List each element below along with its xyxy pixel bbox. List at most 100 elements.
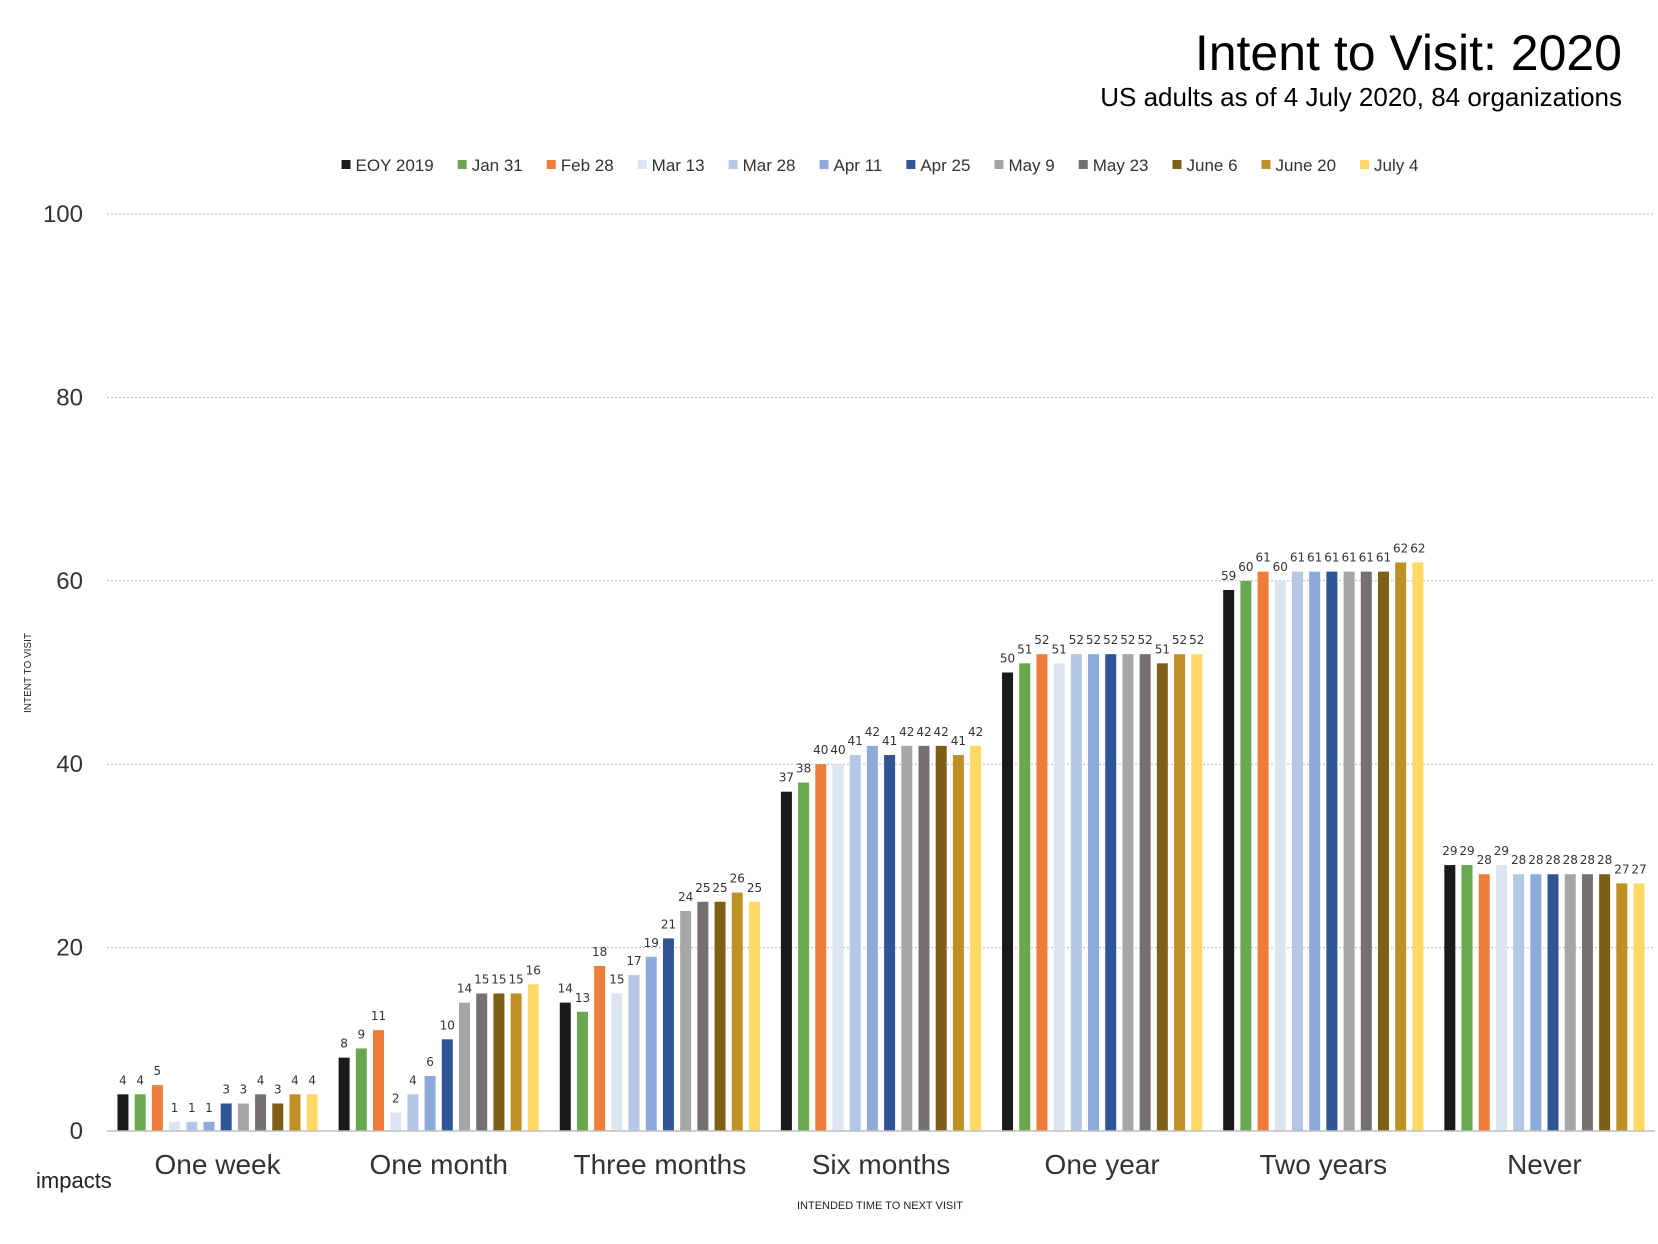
bar-value-label: 4 (308, 1073, 316, 1087)
bar (918, 745, 930, 1131)
bar (186, 1121, 198, 1131)
bar-value-label: 51 (1052, 642, 1067, 656)
bar (306, 1094, 318, 1131)
bar (849, 755, 861, 1131)
bar-value-label: 16 (526, 963, 541, 977)
bar (1309, 571, 1321, 1131)
bar-value-label: 4 (409, 1073, 417, 1087)
x-category-label: One week (155, 1149, 282, 1180)
legend-label: June 20 (1276, 156, 1337, 175)
bar (594, 965, 606, 1131)
legend: EOY 2019 Jan 31 Feb 28 Mar 13 Mar 28 Apr 11 Ap… (341, 156, 1418, 175)
x-axis-title: INTENDED TIME TO NEXT VISIT (797, 1200, 963, 1212)
bar-value-label: 59 (1221, 569, 1236, 583)
legend-label: Jan 31 (472, 156, 523, 175)
bar-value-label: 28 (1597, 853, 1612, 867)
bar-value-label: 27 (1631, 862, 1646, 876)
bar (1530, 874, 1542, 1131)
bar (169, 1121, 181, 1131)
bar-value-label: 14 (558, 982, 573, 996)
legend-label: May 23 (1093, 156, 1149, 175)
bar (832, 764, 844, 1131)
bar-value-label: 13 (575, 991, 590, 1005)
bar (697, 901, 709, 1131)
legend-item: May 9 (994, 156, 1055, 175)
bar (117, 1094, 129, 1131)
bar-value-label: 60 (1238, 560, 1253, 574)
bar-value-label: 37 (779, 771, 794, 785)
bar-value-label: 3 (240, 1082, 248, 1096)
bar-value-label: 50 (1000, 652, 1015, 666)
bar-value-label: 41 (848, 734, 863, 748)
bar-value-label: 15 (508, 972, 523, 986)
bar-value-label: 52 (1138, 633, 1153, 647)
bar (780, 791, 792, 1131)
y-tick-label: 0 (70, 1118, 83, 1145)
legend-swatch (1172, 160, 1182, 169)
bar (1633, 883, 1645, 1131)
bar-value-label: 52 (1069, 633, 1084, 647)
bar (884, 755, 896, 1131)
legend-item: June 20 (1261, 156, 1337, 175)
chart-title: Intent to Visit: 2020 (1195, 25, 1622, 81)
bar-value-label: 42 (899, 725, 914, 739)
bar (1019, 663, 1031, 1131)
bar-value-label: 4 (119, 1073, 127, 1087)
bar-value-label: 3 (274, 1082, 282, 1096)
bar (220, 1103, 232, 1131)
legend-swatch (1078, 160, 1088, 169)
bar-value-label: 61 (1255, 551, 1270, 565)
legend-item: Jan 31 (457, 156, 523, 175)
bar (493, 993, 505, 1131)
bar-value-label: 1 (171, 1101, 179, 1115)
bar (680, 910, 692, 1131)
legend-swatch (637, 160, 647, 169)
legend-item: Mar 13 (637, 156, 705, 175)
bar (970, 745, 982, 1131)
legend-label: June 6 (1186, 156, 1237, 175)
bar-value-label: 25 (712, 881, 727, 895)
bar (714, 901, 726, 1131)
x-axis-categories: One week One month Three months Six months O… (155, 1149, 1582, 1180)
legend-label: Mar 13 (652, 156, 705, 175)
bar (1343, 571, 1355, 1131)
bar-value-label: 40 (830, 743, 845, 757)
legend-item: Feb 28 (546, 156, 614, 175)
bar (1223, 589, 1235, 1131)
bar (373, 1030, 385, 1131)
bar (798, 782, 810, 1131)
bar-value-label: 28 (1511, 853, 1526, 867)
bar (1616, 883, 1628, 1131)
legend-swatch (819, 160, 829, 169)
bar-value-label: 4 (136, 1073, 144, 1087)
bar-value-label: 60 (1273, 560, 1288, 574)
bar (1360, 571, 1372, 1131)
bar-value-label: 15 (491, 972, 506, 986)
bar (1495, 865, 1507, 1131)
legend-item: July 4 (1360, 156, 1418, 175)
legend-swatch (1261, 160, 1271, 169)
bar-value-label: 41 (951, 734, 966, 748)
bar (901, 745, 913, 1131)
bar-value-label: 61 (1290, 551, 1305, 565)
bar-value-label: 29 (1442, 844, 1457, 858)
bar (1444, 865, 1456, 1131)
bar-value-label: 61 (1324, 551, 1339, 565)
bar (272, 1103, 284, 1131)
bar-value-label: 42 (916, 725, 931, 739)
bar (748, 901, 760, 1131)
bar (510, 993, 522, 1131)
bar (1564, 874, 1576, 1131)
bar (407, 1094, 419, 1131)
bar-value-label: 51 (1017, 642, 1032, 656)
bar-value-label: 1 (188, 1101, 196, 1115)
bar-value-label: 52 (1172, 633, 1187, 647)
impacts-logo: impacts (36, 1168, 112, 1194)
bar (1088, 654, 1100, 1131)
chart-subtitle: US adults as of 4 July 2020, 84 organiza… (1100, 82, 1622, 112)
bar-value-label: 29 (1459, 844, 1474, 858)
bar (1036, 654, 1048, 1131)
brand-mark: i (36, 1168, 41, 1193)
bar (1274, 580, 1286, 1131)
bar (441, 1039, 453, 1131)
